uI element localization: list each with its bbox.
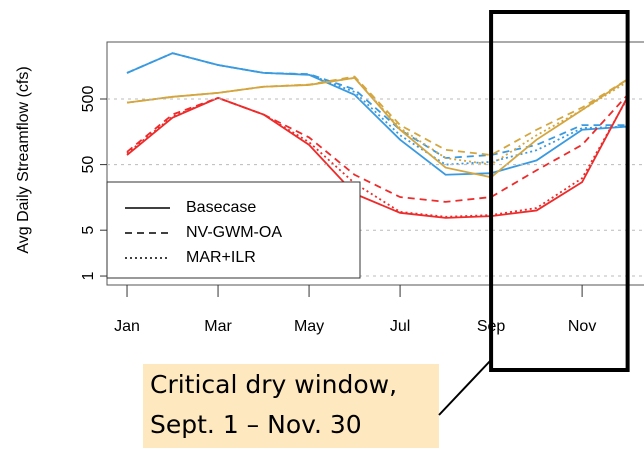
x-tick-label: Jan (114, 318, 140, 335)
y-axis-label: Avg Daily Streamflow (cfs) (15, 66, 32, 253)
annotation-text: Sept. 1 – Nov. 30 (150, 410, 362, 439)
y-tick-label: 500 (80, 86, 97, 113)
legend-label: NV-GWM-OA (186, 224, 282, 241)
legend-label: MAR+ILR (186, 249, 256, 266)
annotation-box (143, 364, 439, 448)
series-line (126, 76, 629, 179)
x-tick-label: Mar (204, 318, 232, 335)
series-line (126, 94, 629, 203)
legend-label: Basecase (186, 199, 256, 216)
series-line (126, 52, 628, 166)
series-line (126, 75, 629, 156)
highlight-box (489, 10, 630, 372)
x-tick-label: May (294, 318, 324, 335)
series-line (126, 96, 629, 218)
y-tick-label: 50 (80, 156, 97, 174)
y-tick-label: 5 (80, 226, 97, 235)
lines (126, 52, 629, 219)
series-line (126, 52, 628, 159)
annotation-text: Critical dry window, (150, 370, 397, 399)
y-tick-label: 1 (80, 271, 97, 280)
series-line (126, 76, 629, 166)
annotation-pointer (438, 359, 492, 416)
plot-box (106, 41, 644, 286)
legend-box (106, 181, 361, 279)
x-tick-label: Jul (390, 318, 410, 335)
x-tick-label: Nov (568, 318, 596, 335)
series-line (126, 52, 628, 176)
